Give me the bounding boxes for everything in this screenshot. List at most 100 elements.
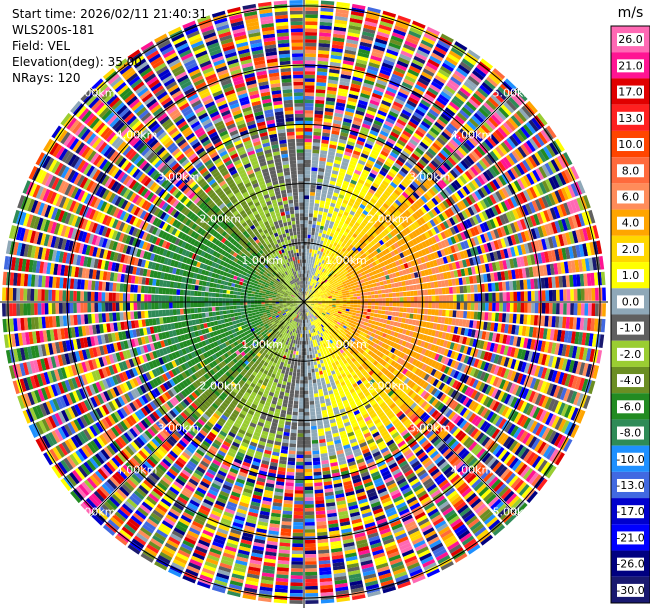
- ppi-gate: [350, 304, 354, 307]
- ppi-gate: [307, 330, 309, 334]
- ppi-gate: [337, 253, 342, 258]
- ppi-gate: [374, 306, 379, 310]
- ppi-gate: [367, 295, 372, 299]
- ppi-gate: [337, 142, 346, 148]
- ppi-gate: [362, 119, 372, 126]
- ppi-gate: [308, 376, 312, 380]
- ppi-gate: [304, 170, 311, 175]
- ppi-gate: [343, 231, 349, 237]
- ppi-gate: [369, 210, 376, 217]
- ppi-gate: [308, 379, 313, 384]
- ppi-gate: [339, 298, 343, 300]
- ppi-gate: [316, 82, 327, 87]
- ppi-gate: [434, 74, 447, 84]
- ppi-gate: [415, 129, 425, 138]
- ppi-gate: [409, 93, 421, 102]
- ppi-gate: [324, 175, 331, 181]
- ppi-gate: [318, 210, 323, 215]
- ppi-gate: [335, 303, 340, 306]
- ppi-gate: [317, 421, 323, 426]
- ppi-gate: [371, 305, 375, 310]
- ppi-gate: [362, 185, 370, 191]
- ppi-gate: [502, 313, 507, 323]
- ppi-gate: [333, 192, 339, 198]
- ppi-gate: [399, 112, 410, 120]
- ppi-gate: [312, 153, 319, 158]
- ppi-gate: [375, 38, 388, 45]
- ppi-gate: [425, 132, 436, 142]
- ppi-gate: [318, 270, 322, 275]
- ppi-gate: [364, 305, 368, 309]
- ppi-gate: [347, 32, 360, 38]
- ppi-gate: [310, 256, 314, 261]
- ppi-gate: [371, 216, 378, 223]
- ppi-gate: [380, 17, 394, 25]
- ppi-gate: [538, 303, 542, 314]
- ppi-gate: [311, 174, 317, 179]
- ppi-gate: [430, 105, 441, 115]
- ppi-gate: [334, 219, 340, 224]
- ppi-gate: [309, 206, 314, 211]
- ppi-gate: [304, 149, 312, 153]
- ppi-gate: [310, 415, 316, 420]
- ppi-gate: [329, 232, 335, 237]
- ppi-gate: [345, 292, 350, 296]
- ppi-gate: [378, 217, 385, 224]
- ppi-gate: [460, 294, 464, 302]
- ppi-gate: [313, 238, 317, 243]
- ppi-gate: [465, 101, 477, 112]
- ppi-gate: [314, 117, 323, 122]
- ppi-gate: [516, 302, 521, 313]
- ppi-gate: [309, 354, 313, 359]
- ppi-gate: [357, 302, 361, 305]
- ppi-gate: [306, 277, 308, 281]
- ppi-gate: [312, 224, 316, 229]
- ppi-gate: [413, 132, 423, 141]
- ppi-gate: [452, 73, 464, 83]
- ppi-gate: [423, 93, 435, 102]
- ppi-gate: [306, 292, 309, 296]
- ppi-gate: [311, 368, 315, 373]
- ppi-gate: [423, 153, 432, 162]
- ppi-gate: [312, 271, 316, 276]
- ppi-gate: [424, 114, 435, 124]
- ppi-gate: [373, 179, 381, 186]
- ppi-gate: [374, 192, 381, 199]
- ppi-gate: [354, 200, 361, 207]
- ppi-gate: [378, 294, 382, 298]
- ppi-gate: [350, 14, 364, 21]
- ppi-gate: [411, 59, 424, 68]
- ppi-gate: [442, 146, 452, 156]
- ppi-gate: [453, 95, 465, 106]
- ppi-gate: [365, 113, 375, 120]
- ppi-gate: [333, 234, 338, 239]
- ppi-gate: [317, 214, 323, 219]
- ppi-gate: [304, 191, 310, 196]
- ppi-gate: [385, 90, 396, 98]
- ppi-gate: [409, 169, 418, 178]
- ppi-gate: [419, 141, 429, 150]
- ppi-gate: [383, 190, 391, 197]
- ppi-gate: [480, 58, 494, 70]
- ppi-gate: [377, 173, 385, 180]
- ppi-gate: [456, 131, 467, 141]
- ppi-gate: [307, 270, 309, 274]
- ppi-gate: [359, 203, 366, 210]
- ppi-gate: [498, 313, 503, 322]
- ppi-gate: [346, 304, 351, 307]
- ppi-gate: [308, 344, 311, 348]
- ppi-gate: [451, 98, 462, 109]
- ppi-gate: [358, 99, 368, 106]
- ppi-gate: [364, 295, 368, 299]
- ppi-gate: [320, 236, 325, 242]
- ppi-gate: [308, 289, 312, 293]
- ppi-gate: [505, 313, 510, 323]
- ppi-gate: [311, 439, 319, 444]
- ppi-gate: [388, 134, 398, 142]
- ppi-gate: [410, 290, 414, 296]
- ppi-gate: [331, 257, 336, 262]
- ppi-gate: [313, 389, 319, 394]
- ppi-gate: [330, 54, 342, 60]
- ppi-gate: [311, 278, 314, 283]
- ppi-gate: [376, 113, 386, 120]
